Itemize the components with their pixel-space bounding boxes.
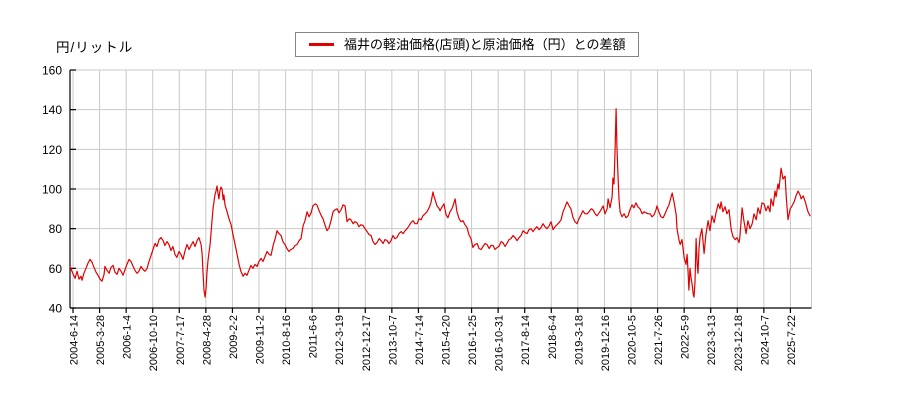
y-tick-label: 80 <box>49 222 63 236</box>
y-tick-label: 100 <box>42 183 62 197</box>
x-tick-label: 2016-10-31 <box>494 315 506 371</box>
legend: 福井の軽油価格(店頭)と原油価格（円）との差額 <box>295 32 639 57</box>
x-tick-label: 2019-3-18 <box>573 315 585 365</box>
x-tick-label: 2006-10-10 <box>148 315 160 371</box>
x-tick-label: 2009-11-2 <box>254 315 266 364</box>
x-tick-label: 2009-2-2 <box>228 315 240 359</box>
x-tick-label: 2010-8-16 <box>281 315 293 365</box>
legend-line-swatch <box>309 43 334 46</box>
x-tick-label: 2012-12-17 <box>361 315 373 371</box>
y-tick-label: 160 <box>42 64 62 78</box>
x-tick-label: 2022-5-9 <box>680 315 692 359</box>
x-tick-label: 2024-10-7 <box>759 315 771 365</box>
y-tick-label: 40 <box>49 302 63 316</box>
x-tick-label: 2023-3-13 <box>706 315 718 365</box>
x-tick-label: 2016-1-25 <box>467 315 479 365</box>
series-line-fukui-diff <box>69 108 811 298</box>
x-tick-label: 2005-3-28 <box>95 315 107 365</box>
x-tick-label: 2019-12-16 <box>600 315 612 371</box>
legend-label: 福井の軽油価格(店頭)と原油価格（円）との差額 <box>344 37 626 52</box>
y-tick-label: 120 <box>42 143 62 157</box>
x-tick-label: 2008-4-28 <box>201 315 213 365</box>
x-tick-label: 2023-12-18 <box>733 315 745 371</box>
x-tick-label: 2014-7-14 <box>414 315 426 365</box>
y-tick-label: 60 <box>49 262 63 276</box>
x-tick-label: 2011-6-6 <box>308 315 320 358</box>
x-tick-label: 2015-4-20 <box>440 315 452 365</box>
x-tick-label: 2006-1-4 <box>122 315 134 359</box>
x-tick-label: 2021-7-26 <box>653 315 665 365</box>
x-tick-label: 2012-3-19 <box>334 315 346 365</box>
y-tick-label: 140 <box>42 103 62 117</box>
x-tick-label: 2017-8-14 <box>520 315 532 365</box>
x-tick-label: 2007-7-17 <box>175 315 187 365</box>
x-tick-label: 2020-10-5 <box>626 315 638 365</box>
x-tick-label: 2025-7-22 <box>786 315 798 365</box>
x-tick-label: 2013-10-7 <box>387 315 399 365</box>
x-tick-label: 2004-6-14 <box>69 315 81 365</box>
x-tick-label: 2018-6-4 <box>547 315 559 359</box>
y-axis-unit-label: 円/リットル <box>56 40 134 55</box>
